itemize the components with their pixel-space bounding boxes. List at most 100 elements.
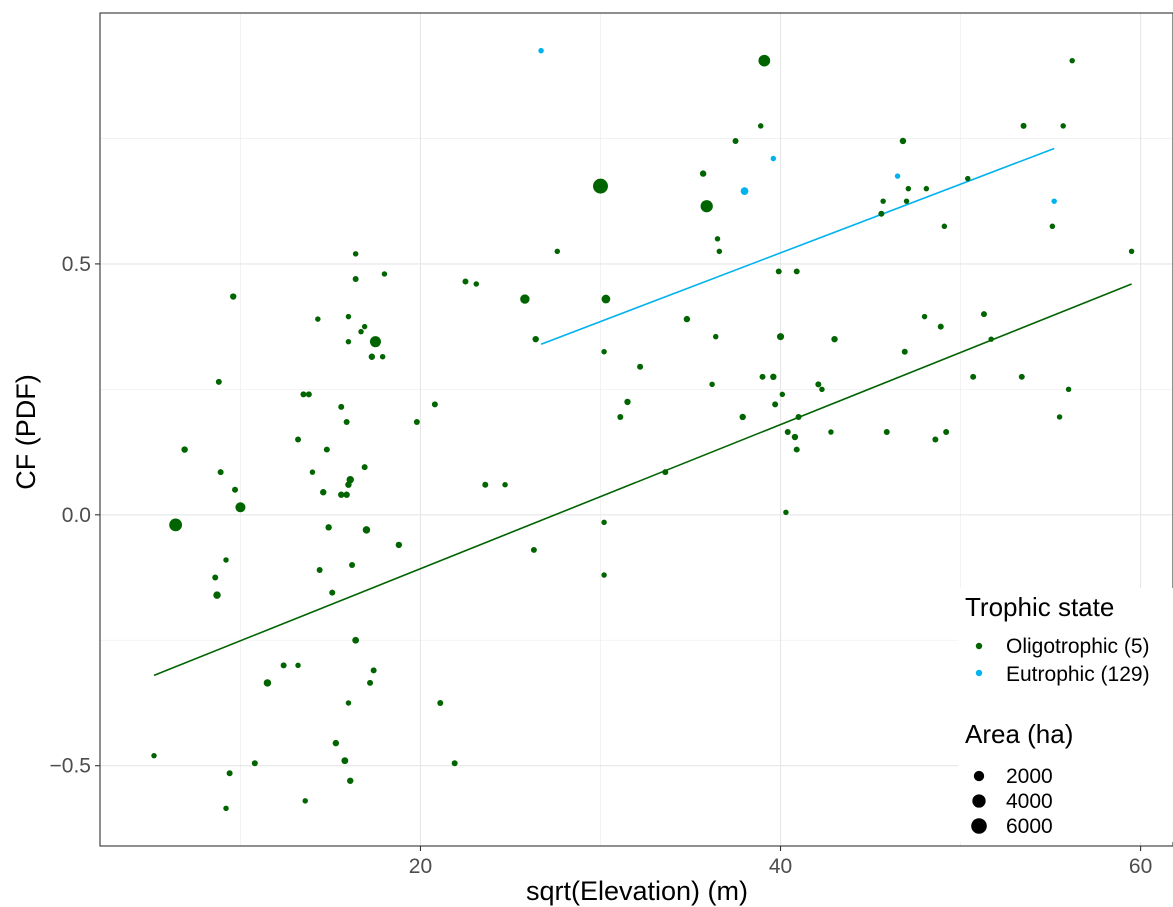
size-legend-key-4000: [972, 794, 986, 808]
data-point-oligotrophic: [1049, 223, 1056, 229]
data-point-oligotrophic: [437, 699, 444, 706]
data-point-oligotrophic: [1065, 386, 1072, 393]
data-point-oligotrophic: [223, 557, 229, 563]
data-point-oligotrophic: [379, 354, 386, 360]
data-point-oligotrophic: [965, 175, 971, 182]
y-tick-label: −0.5: [50, 755, 91, 778]
data-point-oligotrophic: [368, 353, 376, 360]
data-point-oligotrophic: [169, 518, 183, 532]
data-point-oligotrophic: [932, 436, 939, 443]
data-point-oligotrophic: [732, 137, 739, 144]
data-point-oligotrophic: [370, 667, 377, 674]
data-point-oligotrophic: [367, 679, 374, 686]
trend-line-oligotrophic: [153, 283, 1132, 677]
data-point-oligotrophic: [758, 54, 771, 67]
data-point-oligotrophic: [395, 541, 403, 549]
data-point-oligotrophic: [323, 446, 330, 453]
data-point-oligotrophic: [593, 178, 608, 194]
data-point-oligotrophic: [343, 491, 350, 498]
data-point-oligotrophic: [624, 398, 631, 406]
data-point-oligotrophic: [637, 363, 644, 370]
data-point-oligotrophic: [757, 123, 764, 129]
x-tick-label: 60: [1129, 855, 1152, 878]
x-tick-label: 40: [769, 855, 792, 878]
data-point-oligotrophic: [530, 546, 537, 553]
data-point-oligotrophic: [451, 760, 458, 767]
data-point-oligotrophic: [473, 281, 480, 287]
y-tick-label: 0.5: [62, 253, 91, 276]
data-point-oligotrophic: [937, 323, 944, 330]
plot-border: [99, 12, 1173, 847]
data-point-oligotrophic: [217, 469, 224, 476]
data-point-oligotrophic: [880, 198, 886, 204]
data-point-oligotrophic: [361, 323, 368, 330]
data-point-oligotrophic: [923, 185, 930, 192]
data-point-oligotrophic: [462, 278, 469, 285]
data-point-oligotrophic: [1018, 373, 1025, 380]
data-point-oligotrophic: [712, 333, 719, 340]
data-point-eutrophic: [770, 155, 777, 162]
data-point-oligotrophic: [903, 198, 910, 204]
data-point-oligotrophic: [362, 526, 371, 534]
data-point-oligotrophic: [601, 294, 611, 304]
data-point-oligotrophic: [943, 429, 950, 435]
legend-key-oligotrophic: [975, 642, 983, 650]
data-point-oligotrophic: [601, 348, 607, 355]
legend-background: [958, 588, 1173, 842]
data-point-oligotrophic: [251, 760, 258, 767]
legend-label-eutrophic: Eutrophic (129): [1006, 663, 1150, 686]
data-point-oligotrophic: [601, 519, 607, 526]
data-point-oligotrophic: [759, 373, 766, 380]
data-point-oligotrophic: [352, 251, 359, 257]
size-legend-label-6000: 6000: [1006, 815, 1053, 838]
data-point-oligotrophic: [883, 429, 890, 435]
data-point-oligotrophic: [878, 210, 885, 217]
data-point-oligotrophic: [329, 589, 336, 596]
data-point-oligotrophic: [617, 413, 624, 420]
size-legend-key-6000: [971, 818, 987, 834]
data-point-oligotrophic: [791, 433, 799, 441]
data-point-oligotrophic: [831, 335, 838, 343]
data-point-oligotrophic: [819, 386, 825, 393]
data-point-oligotrophic: [213, 591, 221, 599]
data-point-oligotrophic: [212, 574, 219, 581]
data-point-oligotrophic: [263, 679, 272, 687]
data-point-oligotrophic: [352, 636, 360, 644]
data-point-oligotrophic: [772, 401, 779, 408]
data-point-oligotrophic: [345, 700, 352, 706]
legend: Trophic state Oligotrophic (5) Eutrophic…: [958, 588, 1173, 842]
data-point-oligotrophic: [151, 752, 157, 759]
x-axis: 20 40 60: [409, 846, 1152, 878]
data-point-oligotrophic: [716, 248, 723, 255]
data-point-oligotrophic: [905, 185, 912, 192]
data-point-eutrophic: [538, 47, 544, 54]
data-point-oligotrophic: [601, 572, 607, 578]
data-point-oligotrophic: [683, 315, 691, 323]
data-point-oligotrophic: [899, 137, 907, 145]
data-point-oligotrophic: [349, 561, 356, 568]
data-point-oligotrophic: [532, 335, 539, 343]
data-point-oligotrophic: [502, 481, 508, 488]
data-point-oligotrophic: [700, 200, 713, 213]
data-point-oligotrophic: [1069, 57, 1075, 64]
data-point-oligotrophic: [770, 373, 777, 381]
data-point-oligotrophic: [1128, 248, 1135, 255]
size-legend-label-2000: 2000: [1006, 765, 1053, 788]
data-point-oligotrophic: [300, 391, 307, 398]
legend-label-oligotrophic: Oligotrophic (5): [1006, 635, 1150, 658]
data-point-oligotrophic: [381, 271, 388, 277]
data-point-oligotrophic: [795, 413, 802, 420]
data-point-oligotrophic: [554, 248, 561, 255]
data-point-oligotrophic: [482, 481, 489, 488]
data-point-oligotrophic: [345, 481, 352, 488]
data-point-oligotrophic: [302, 798, 308, 804]
data-point-oligotrophic: [280, 662, 287, 669]
data-point-oligotrophic: [901, 348, 908, 355]
data-point-oligotrophic: [309, 469, 316, 475]
data-point-oligotrophic: [181, 446, 188, 453]
x-axis-title: sqrt(Elevation) (m): [526, 876, 748, 906]
data-point-oligotrophic: [338, 491, 345, 498]
data-point-oligotrophic: [345, 338, 352, 345]
data-point-oligotrophic: [779, 391, 786, 398]
data-point-oligotrophic: [215, 378, 222, 385]
